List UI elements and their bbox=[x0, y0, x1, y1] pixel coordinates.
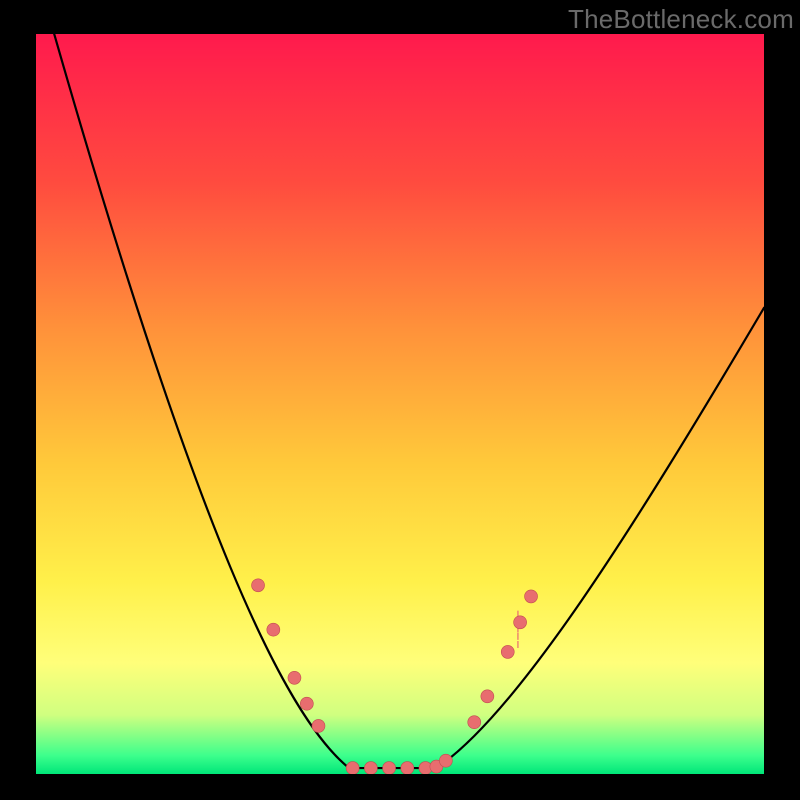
watermark-text: TheBottleneck.com bbox=[568, 4, 794, 35]
data-marker bbox=[383, 762, 396, 774]
data-marker bbox=[267, 623, 280, 636]
data-marker bbox=[252, 579, 265, 592]
gradient-background bbox=[36, 34, 764, 774]
data-marker bbox=[501, 645, 514, 658]
data-marker bbox=[346, 762, 359, 774]
data-marker bbox=[439, 754, 452, 767]
data-marker bbox=[468, 716, 481, 729]
data-marker bbox=[364, 762, 377, 774]
chart-container: TheBottleneck.com bbox=[0, 0, 800, 800]
data-marker bbox=[401, 762, 414, 774]
data-marker bbox=[481, 690, 494, 703]
data-marker bbox=[312, 719, 325, 732]
data-marker bbox=[300, 697, 313, 710]
data-marker bbox=[288, 671, 301, 684]
bottleneck-curve-chart bbox=[36, 34, 764, 774]
data-marker bbox=[525, 590, 538, 603]
data-marker bbox=[514, 616, 527, 629]
